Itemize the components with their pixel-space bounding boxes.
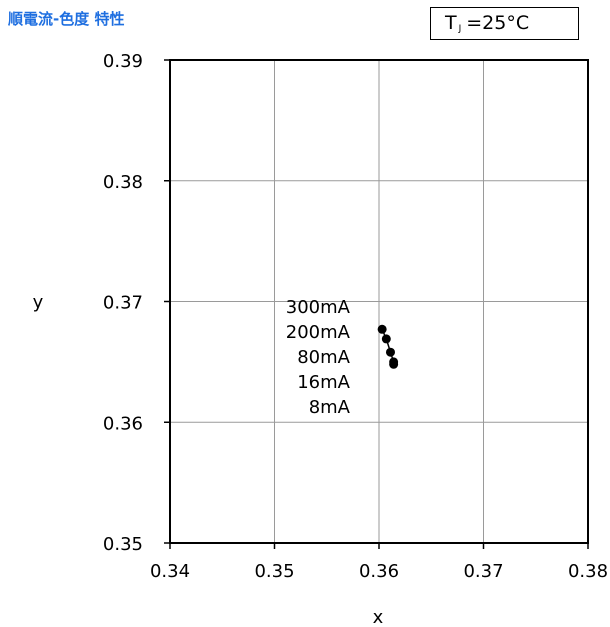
data-label: 200mA [286,322,351,343]
x-axis-label: x [373,607,384,627]
x-tick-label: 0.36 [359,561,399,582]
condition-box: T J =25°C [430,7,579,40]
condition-symbol: T [445,12,457,34]
data-label: 300mA [286,297,351,318]
data-point [385,347,395,357]
x-tick-label: 0.37 [463,561,503,582]
data-label: 16mA [297,372,350,393]
data-point [381,334,391,344]
x-tick-label: 0.38 [568,561,608,582]
condition-subscript: J [458,24,462,34]
y-tick-label: 0.39 [103,51,143,72]
data-point [389,359,399,369]
y-tick-label: 0.38 [103,172,143,193]
y-tick-label: 0.37 [103,293,143,314]
y-tick-label: 0.35 [103,534,143,555]
y-axis-label: y [33,292,44,313]
y-tick-label: 0.36 [103,413,143,434]
data-label: 8mA [309,397,351,418]
chart-title: 順電流-色度 特性 [8,10,125,28]
data-point [377,324,387,334]
data-label: 80mA [297,347,350,368]
x-tick-label: 0.35 [254,561,294,582]
x-tick-label: 0.34 [150,561,190,582]
condition-value: =25°C [466,12,530,34]
